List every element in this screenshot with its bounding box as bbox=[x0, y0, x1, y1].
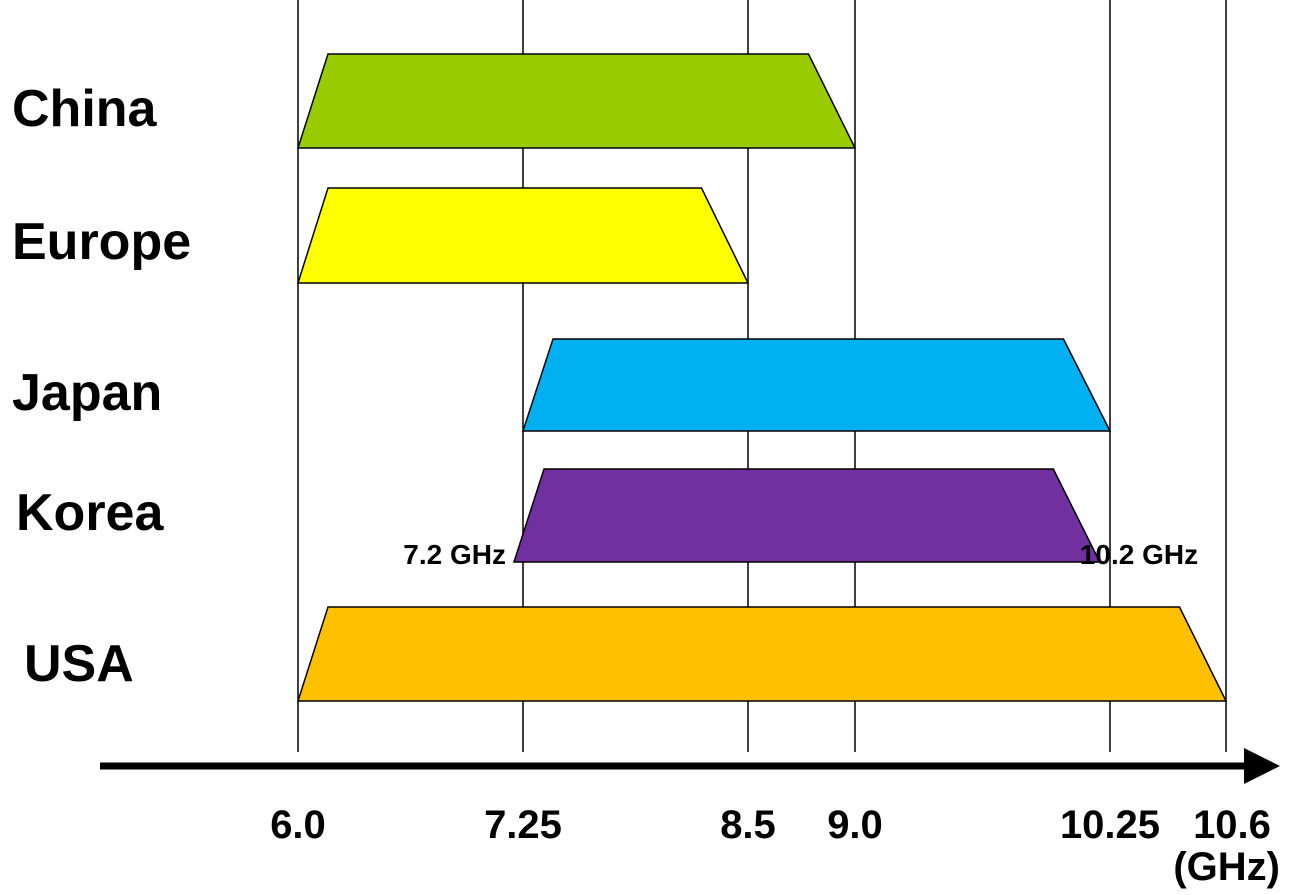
region-label-china: China bbox=[12, 80, 158, 138]
region-label-korea: Korea bbox=[16, 484, 164, 542]
tick-label-10.6: 10.6 bbox=[1193, 803, 1271, 847]
annotations: 7.2 GHz 10.2 GHz bbox=[403, 539, 1198, 570]
annotation-7-2-ghz: 7.2 GHz bbox=[403, 539, 506, 570]
band-japan bbox=[521, 338, 1112, 432]
x-axis bbox=[100, 748, 1280, 784]
x-axis-arrowhead bbox=[1244, 748, 1280, 784]
tick-labels: 6.0 7.25 8.5 9.0 10.25 10.6 bbox=[270, 803, 1271, 847]
tick-label-10.25: 10.25 bbox=[1060, 803, 1160, 847]
band-korea bbox=[512, 468, 1102, 563]
region-labels: China Europe Japan Korea USA bbox=[12, 80, 191, 693]
tick-label-8.5: 8.5 bbox=[720, 803, 776, 847]
band-usa bbox=[296, 606, 1228, 702]
tick-label-6.0: 6.0 bbox=[270, 803, 326, 847]
unit-label: (GHz) bbox=[1173, 845, 1280, 889]
region-label-japan: Japan bbox=[12, 364, 162, 422]
annotation-10-2-ghz: 10.2 GHz bbox=[1080, 539, 1198, 570]
tick-label-9.0: 9.0 bbox=[827, 803, 883, 847]
tick-label-7.25: 7.25 bbox=[484, 803, 562, 847]
region-label-usa: USA bbox=[24, 635, 134, 693]
band-europe bbox=[296, 187, 750, 284]
region-label-europe: Europe bbox=[12, 213, 191, 271]
bands bbox=[296, 53, 1228, 702]
band-china bbox=[296, 53, 857, 149]
